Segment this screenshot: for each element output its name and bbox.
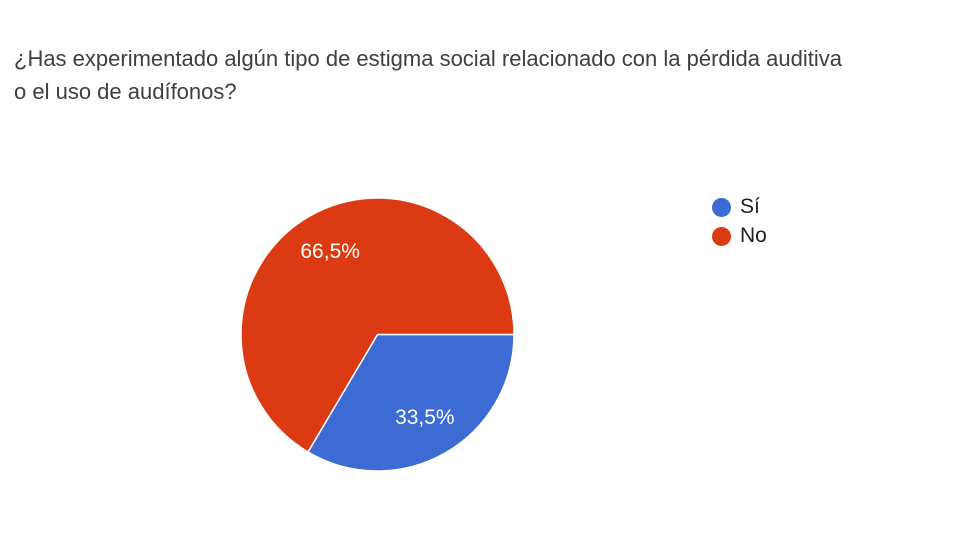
chart-legend: Sí No (712, 195, 767, 247)
question-title-line-2: o el uso de audífonos? (14, 79, 237, 104)
pie-slice-0[interactable] (307, 333, 515, 472)
pie-chart: 33,5% 66,5% (240, 197, 515, 472)
legend-item-si: Sí (712, 195, 767, 218)
legend-label-no: No (740, 224, 767, 247)
legend-label-si: Sí (740, 195, 760, 218)
legend-dot-si (712, 197, 731, 217)
pie-svg: 33,5% 66,5% (240, 197, 515, 472)
question-title: ¿Has experimentado algún tipo de estigma… (14, 42, 954, 108)
legend-dot-no (712, 226, 731, 246)
pie-slice-1[interactable] (240, 197, 515, 453)
question-title-line-1: ¿Has experimentado algún tipo de estigma… (14, 46, 842, 71)
pie-slice-value-label-0: 33,5% (395, 406, 455, 429)
legend-item-no: No (712, 224, 767, 247)
pie-slice-value-label-1: 66,5% (300, 240, 360, 263)
